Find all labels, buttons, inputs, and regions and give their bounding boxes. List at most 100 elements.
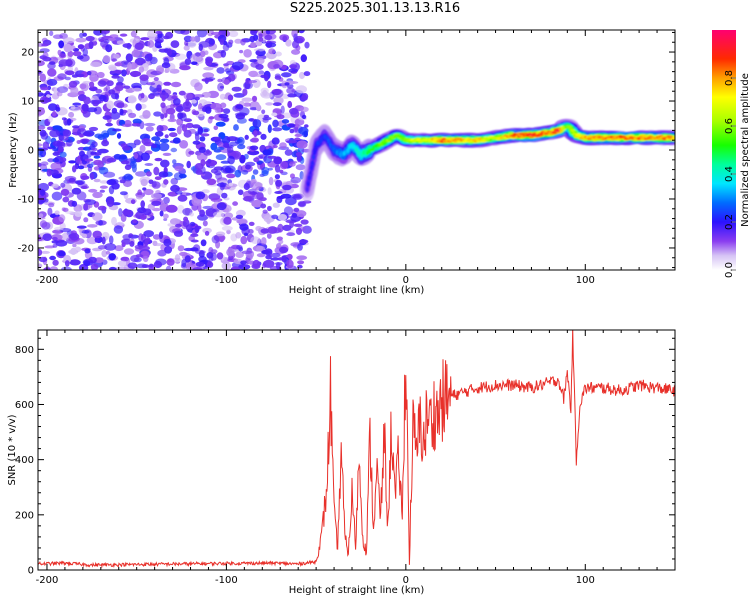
noise-speckle — [129, 240, 135, 247]
noise-speckle — [219, 93, 226, 100]
noise-speckle — [156, 84, 162, 92]
noise-speckle — [42, 233, 52, 241]
noise-speckle — [68, 177, 76, 183]
noise-speckle — [223, 142, 230, 148]
noise-speckle — [39, 73, 46, 82]
noise-speckle — [243, 182, 250, 191]
noise-speckle — [59, 151, 67, 158]
noise-speckle — [103, 171, 116, 178]
noise-speckle — [297, 260, 305, 265]
noise-speckle — [198, 43, 203, 52]
noise-speckle — [291, 212, 298, 218]
noise-speckle — [268, 176, 274, 186]
noise-speckle — [207, 158, 212, 164]
noise-speckle — [83, 260, 91, 267]
snr-panel: -200 -100 0 100 0 200 400 600 800 Height of stra… — [7, 329, 676, 596]
noise-speckles — [38, 30, 312, 270]
noise-speckle — [298, 30, 305, 34]
noise-speckle — [158, 171, 169, 178]
noise-speckle — [158, 142, 170, 152]
noise-speckle — [264, 74, 269, 82]
noise-speckle — [283, 206, 294, 216]
noise-speckle — [151, 207, 161, 212]
noise-speckle — [226, 136, 238, 142]
noise-speckle — [264, 248, 273, 256]
noise-speckle — [163, 81, 172, 86]
noise-speckle — [154, 157, 163, 162]
noise-speckle — [71, 200, 78, 207]
noise-speckle — [39, 55, 48, 60]
noise-speckle — [144, 122, 156, 127]
noise-speckle — [171, 95, 178, 100]
y-tick-label: 0 — [28, 566, 34, 577]
noise-speckle — [267, 226, 278, 234]
noise-speckle — [289, 64, 298, 69]
noise-speckle — [88, 256, 97, 264]
noise-speckle — [145, 126, 154, 132]
noise-speckle — [39, 129, 47, 137]
noise-speckle — [132, 219, 137, 224]
noise-speckle — [282, 184, 292, 191]
noise-speckle — [126, 175, 134, 181]
noise-speckle — [108, 37, 116, 42]
noise-speckle — [288, 68, 299, 73]
noise-speckle — [122, 146, 131, 151]
noise-speckle — [69, 259, 81, 266]
noise-speckle — [58, 40, 65, 49]
noise-speckle — [265, 102, 274, 106]
noise-speckle — [256, 104, 262, 112]
noise-speckle — [67, 50, 74, 58]
ridge-blob — [370, 147, 375, 151]
noise-speckle — [290, 176, 301, 184]
noise-speckle — [258, 37, 264, 42]
noise-speckle — [105, 250, 111, 255]
noise-speckle — [141, 138, 151, 145]
noise-speckle — [52, 140, 63, 147]
noise-speckle — [105, 122, 113, 127]
noise-speckle — [136, 194, 143, 200]
noise-speckle — [194, 82, 203, 91]
noise-speckle — [248, 221, 255, 226]
noise-speckle — [194, 96, 200, 101]
noise-speckle — [220, 165, 232, 174]
noise-speckle — [274, 164, 281, 173]
noise-speckle — [113, 53, 120, 60]
noise-speckle — [267, 80, 272, 89]
noise-speckle — [286, 81, 299, 84]
noise-speckle — [219, 38, 225, 46]
noise-speckle — [62, 207, 69, 213]
noise-speckle — [135, 254, 144, 258]
noise-speckle — [200, 239, 207, 247]
noise-speckle — [265, 42, 277, 48]
noise-speckle — [165, 204, 178, 213]
noise-speckle — [174, 53, 187, 60]
noise-speckle — [197, 126, 203, 135]
noise-speckle — [167, 127, 176, 132]
noise-speckle — [237, 138, 243, 143]
noise-speckle — [83, 96, 91, 105]
noise-speckle — [256, 57, 265, 65]
noise-speckle — [241, 250, 253, 255]
noise-speckle — [97, 80, 107, 87]
noise-speckle — [220, 50, 227, 58]
noise-speckle — [101, 139, 109, 147]
colorbar-tick-label: 0.4 — [724, 166, 735, 182]
noise-speckle — [140, 200, 145, 209]
noise-speckle — [190, 247, 199, 252]
noise-speckle — [247, 229, 254, 234]
noise-speckle — [288, 123, 295, 128]
noise-speckle — [227, 73, 236, 82]
colorbar-label: Normalized spectral amplitude — [740, 73, 750, 227]
noise-speckle — [213, 125, 219, 131]
noise-speckle — [84, 158, 94, 162]
noise-speckle — [299, 106, 309, 113]
x-tick-label: 0 — [403, 275, 409, 286]
noise-speckle — [118, 208, 123, 217]
noise-speckle — [192, 110, 200, 116]
noise-speckle — [274, 174, 280, 180]
noise-speckle — [56, 91, 63, 97]
noise-speckle — [279, 34, 290, 41]
noise-speckle — [113, 225, 124, 234]
noise-speckle — [260, 228, 270, 234]
noise-speckle — [76, 180, 84, 185]
